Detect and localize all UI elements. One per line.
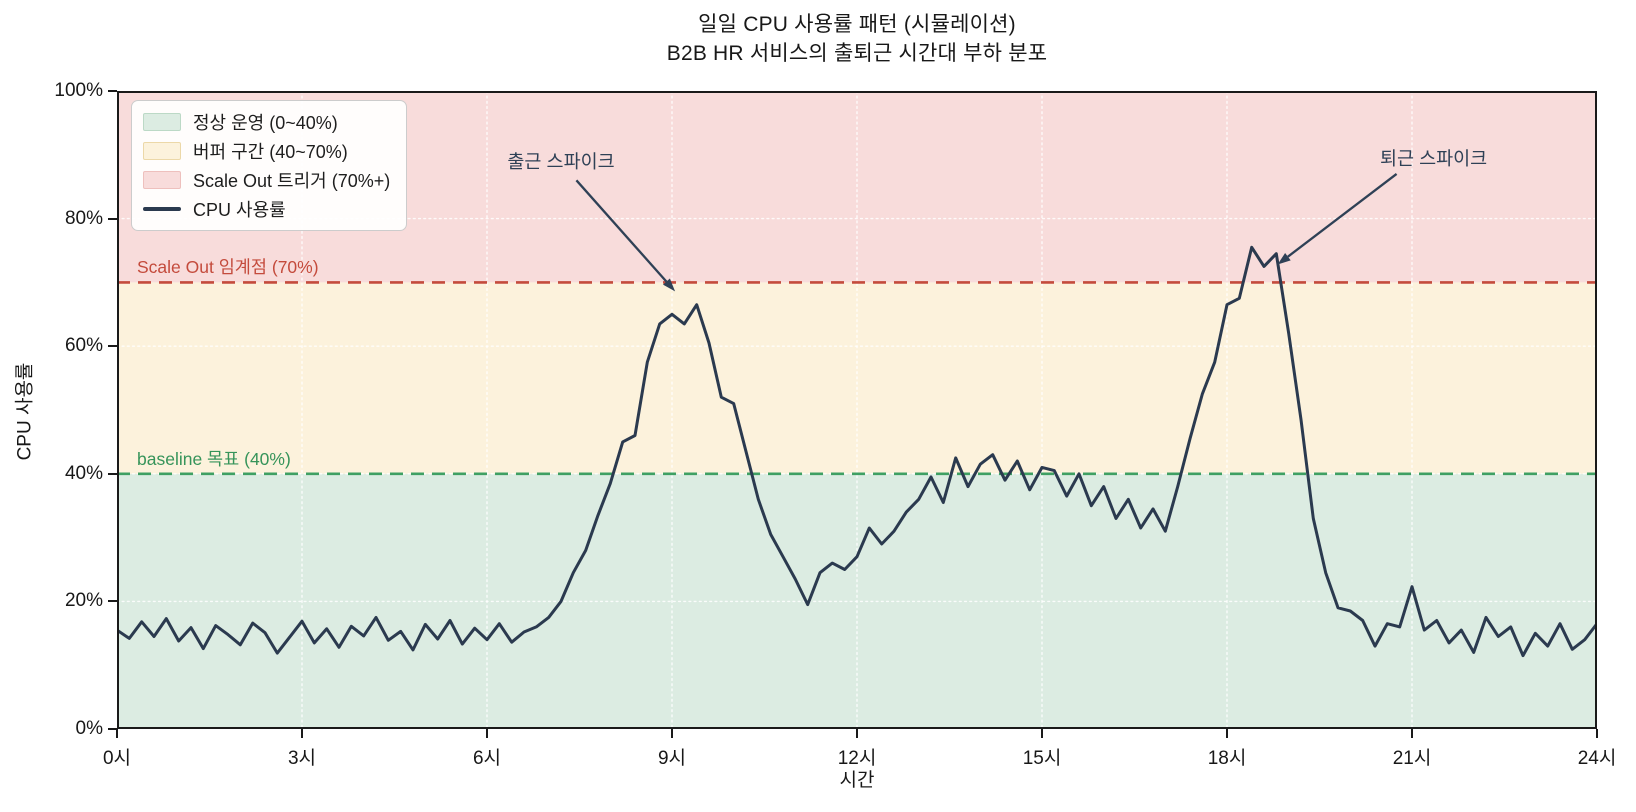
legend-label: Scale Out 트리거 (70%+) <box>193 171 391 191</box>
y-tick-mark <box>108 728 117 730</box>
annotation-arrow <box>575 179 668 283</box>
legend-item: CPU 사용률 <box>143 197 390 221</box>
threshold-label-40: baseline 목표 (40%) <box>137 448 291 469</box>
x-tick-mark <box>856 729 858 738</box>
x-tick-label: 3시 <box>287 748 317 769</box>
x-tick-label: 18시 <box>1207 748 1247 769</box>
x-tick-label: 15시 <box>1022 748 1062 769</box>
y-tick-label: 80% <box>64 207 103 229</box>
x-tick-label: 6시 <box>472 748 502 769</box>
x-tick-mark <box>486 729 488 738</box>
annotation-arrowhead <box>663 278 676 292</box>
x-tick-label: 12시 <box>837 748 877 769</box>
legend-label: 버퍼 구간 (40~70%) <box>193 142 348 162</box>
legend-item: 버퍼 구간 (40~70%) <box>143 139 390 163</box>
x-tick-label: 9시 <box>657 748 687 769</box>
y-tick-mark <box>108 472 117 475</box>
title-block: 일일 CPU 사용률 패턴 (시뮬레이션) B2B HR 서비스의 출퇴근 시간… <box>117 10 1597 68</box>
x-tick-mark <box>301 729 303 738</box>
legend-patch-swatch <box>143 171 181 189</box>
x-tick-label: 24시 <box>1577 748 1617 769</box>
y-tick-label: 0% <box>75 718 103 739</box>
y-tick-label: 100% <box>54 80 103 101</box>
x-tick-mark <box>1226 729 1228 738</box>
legend-line-swatch <box>143 207 181 211</box>
legend-label: CPU 사용률 <box>193 200 286 220</box>
x-axis-label: 시간 <box>839 770 875 791</box>
x-tick-mark <box>1411 729 1413 738</box>
y-tick-label: 60% <box>64 335 103 357</box>
legend-patch-swatch <box>143 113 181 131</box>
annotation-text: 퇴근 스파이크 <box>1379 147 1488 169</box>
y-tick-mark <box>108 600 117 603</box>
x-tick-mark <box>1596 729 1598 738</box>
legend-item: Scale Out 트리거 (70%+) <box>143 168 390 192</box>
y-tick-label: 40% <box>64 462 103 484</box>
legend-patch-swatch <box>143 142 181 160</box>
y-tick-mark <box>108 345 117 348</box>
chart-subtitle: B2B HR 서비스의 출퇴근 시간대 부하 분포 <box>666 42 1048 65</box>
annotation-arrow <box>1287 173 1398 258</box>
y-tick-mark <box>108 217 117 220</box>
y-tick-label: 20% <box>64 590 103 612</box>
x-tick-mark <box>671 729 673 738</box>
y-tick-mark <box>108 90 117 92</box>
x-tick-mark <box>1041 729 1043 738</box>
legend-label: 정상 운영 (0~40%) <box>193 113 338 133</box>
plot-area: 정상 운영 (0~40%) 버퍼 구간 (40~70%) Scale Out 트리거… <box>117 91 1597 729</box>
chart-title: 일일 CPU 사용률 패턴 (시뮬레이션) <box>698 13 1016 36</box>
annotation-text: 출근 스파이크 <box>507 151 615 173</box>
x-tick-label: 21시 <box>1392 748 1432 769</box>
cpu-usage-line <box>117 245 1597 658</box>
threshold-label-70: Scale Out 임계점 (70%) <box>137 257 319 278</box>
legend: 정상 운영 (0~40%) 버퍼 구간 (40~70%) Scale Out 트리거… <box>131 100 408 231</box>
legend-item: 정상 운영 (0~40%) <box>143 110 390 134</box>
x-tick-mark <box>116 729 118 738</box>
annotation-arrowhead <box>1277 253 1291 265</box>
x-tick-label: 0시 <box>102 748 132 769</box>
